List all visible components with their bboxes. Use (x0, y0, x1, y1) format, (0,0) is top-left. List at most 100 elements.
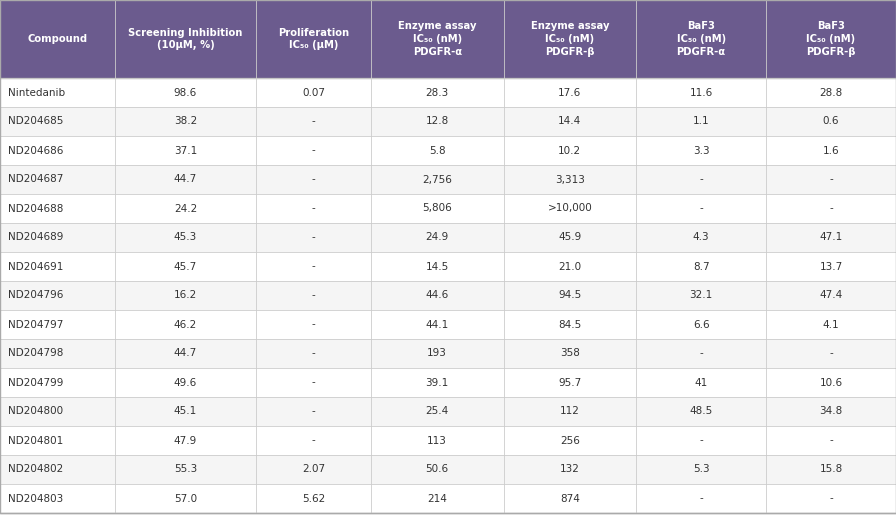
Text: 45.9: 45.9 (558, 233, 582, 243)
Text: ND204689: ND204689 (8, 233, 64, 243)
Text: ND204691: ND204691 (8, 261, 64, 271)
Text: ND204687: ND204687 (8, 174, 64, 184)
Text: 3.3: 3.3 (693, 145, 710, 155)
Bar (0, 194, 896, 223)
Text: -: - (829, 436, 833, 446)
Text: -: - (312, 145, 315, 155)
Text: 55.3: 55.3 (174, 465, 197, 475)
Text: ND204803: ND204803 (8, 494, 64, 503)
Text: Enzyme assay
IC₅₀ (nM)
PDGFR-α: Enzyme assay IC₅₀ (nM) PDGFR-α (398, 21, 477, 57)
Text: ND204686: ND204686 (8, 145, 64, 155)
Text: ND204796: ND204796 (8, 290, 64, 300)
Text: 44.1: 44.1 (426, 320, 449, 330)
Text: 3,313: 3,313 (555, 174, 585, 184)
Text: 94.5: 94.5 (558, 290, 582, 300)
Text: 256: 256 (560, 436, 580, 446)
Text: -: - (312, 406, 315, 416)
Text: 6.6: 6.6 (693, 320, 710, 330)
Text: -: - (699, 204, 703, 214)
Bar (0, 107, 896, 136)
Text: -: - (699, 349, 703, 359)
Text: 28.8: 28.8 (820, 88, 842, 98)
Text: ND204688: ND204688 (8, 204, 64, 214)
Text: 14.4: 14.4 (558, 117, 582, 127)
Bar (0, 339, 896, 368)
Text: 34.8: 34.8 (820, 406, 842, 416)
Text: 95.7: 95.7 (558, 377, 582, 387)
Text: 4.1: 4.1 (823, 320, 840, 330)
Text: BaF3
IC₅₀ (nM)
PDGFR-α: BaF3 IC₅₀ (nM) PDGFR-α (676, 21, 726, 57)
Text: 47.1: 47.1 (820, 233, 842, 243)
Text: -: - (312, 174, 315, 184)
Text: 12.8: 12.8 (426, 117, 449, 127)
Text: 24.2: 24.2 (174, 204, 197, 214)
Text: -: - (829, 349, 833, 359)
Text: 46.2: 46.2 (174, 320, 197, 330)
Text: -: - (699, 494, 703, 503)
Text: BaF3
IC₅₀ (nM)
PDGFR-β: BaF3 IC₅₀ (nM) PDGFR-β (806, 21, 856, 57)
Text: 57.0: 57.0 (174, 494, 197, 503)
Text: -: - (829, 174, 833, 184)
Bar (0, 484, 896, 513)
Text: 98.6: 98.6 (174, 88, 197, 98)
Text: -: - (829, 204, 833, 214)
Text: 5.8: 5.8 (429, 145, 445, 155)
Text: -: - (699, 174, 703, 184)
Text: 37.1: 37.1 (174, 145, 197, 155)
Text: 47.9: 47.9 (174, 436, 197, 446)
Bar (0, 223, 896, 252)
Text: -: - (312, 261, 315, 271)
Text: 32.1: 32.1 (690, 290, 712, 300)
Text: 2,756: 2,756 (422, 174, 452, 184)
Text: ND204797: ND204797 (8, 320, 64, 330)
Text: Compound: Compound (27, 34, 88, 44)
Text: 44.6: 44.6 (426, 290, 449, 300)
Text: ND204685: ND204685 (8, 117, 64, 127)
Text: Proliferation
IC₅₀ (μM): Proliferation IC₅₀ (μM) (278, 28, 349, 50)
Text: 0.6: 0.6 (823, 117, 840, 127)
Text: -: - (312, 117, 315, 127)
Text: 44.7: 44.7 (174, 174, 197, 184)
Bar (0, 455, 896, 484)
Text: 45.3: 45.3 (174, 233, 197, 243)
Text: -: - (312, 204, 315, 214)
Text: -: - (312, 290, 315, 300)
Text: 24.9: 24.9 (426, 233, 449, 243)
Bar (0, 252, 896, 281)
Text: 39.1: 39.1 (426, 377, 449, 387)
Text: -: - (699, 436, 703, 446)
Text: 4.3: 4.3 (693, 233, 710, 243)
Text: Enzyme assay
IC₅₀ (nM)
PDGFR-β: Enzyme assay IC₅₀ (nM) PDGFR-β (530, 21, 609, 57)
Text: Screening Inhibition
(10μM, %): Screening Inhibition (10μM, %) (128, 28, 243, 50)
Text: 48.5: 48.5 (690, 406, 712, 416)
Text: 1.6: 1.6 (823, 145, 840, 155)
Bar (0, 368, 896, 397)
Text: ND204800: ND204800 (8, 406, 63, 416)
Text: 84.5: 84.5 (558, 320, 582, 330)
Text: 45.1: 45.1 (174, 406, 197, 416)
Text: 10.2: 10.2 (558, 145, 582, 155)
Text: 28.3: 28.3 (426, 88, 449, 98)
Text: ND204798: ND204798 (8, 349, 64, 359)
Text: 5.62: 5.62 (302, 494, 325, 503)
Text: -: - (312, 349, 315, 359)
Text: -: - (312, 233, 315, 243)
Text: 8.7: 8.7 (693, 261, 710, 271)
Bar (0, 426, 896, 455)
Bar (0, 136, 896, 165)
Text: 41: 41 (694, 377, 708, 387)
Text: 15.8: 15.8 (820, 465, 842, 475)
Text: 112: 112 (560, 406, 580, 416)
Text: 21.0: 21.0 (558, 261, 582, 271)
Text: 132: 132 (560, 465, 580, 475)
Text: ND204801: ND204801 (8, 436, 64, 446)
Text: 5.3: 5.3 (693, 465, 710, 475)
Text: 214: 214 (427, 494, 447, 503)
Text: 11.6: 11.6 (690, 88, 712, 98)
Text: 2.07: 2.07 (302, 465, 325, 475)
Text: -: - (829, 494, 833, 503)
Text: 49.6: 49.6 (174, 377, 197, 387)
Text: 44.7: 44.7 (174, 349, 197, 359)
Text: 25.4: 25.4 (426, 406, 449, 416)
Text: 50.6: 50.6 (426, 465, 449, 475)
